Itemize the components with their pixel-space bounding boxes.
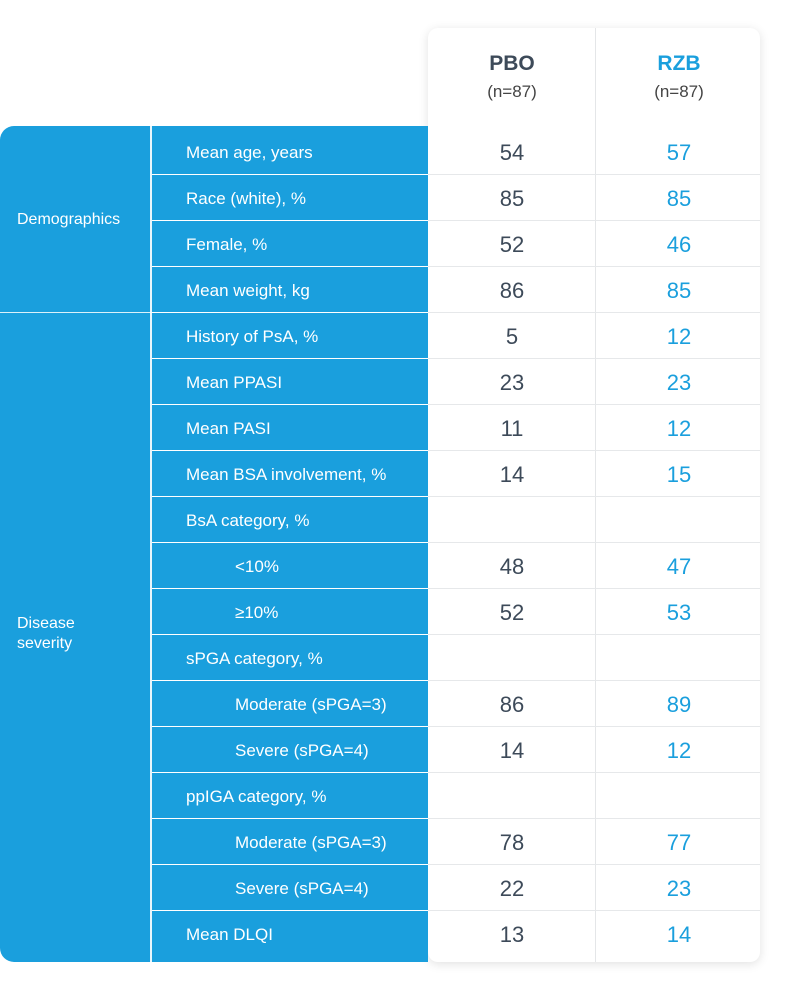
row-label: Moderate (sPGA=3) [235, 833, 387, 852]
pbo-value: 14 [499, 738, 525, 763]
pbo-value: 48 [499, 554, 525, 579]
row-divider [152, 312, 760, 313]
pbo-value: 14 [499, 462, 525, 487]
row-divider [152, 266, 760, 267]
row-label: Mean PASI [186, 419, 271, 438]
pbo-value: 86 [499, 692, 525, 717]
rzb-column-header: RZB (n=87) [596, 52, 762, 102]
row-divider-card-part [428, 266, 760, 267]
row-divider [152, 496, 760, 497]
pbo-value: 52 [499, 232, 525, 257]
row-divider-card-part [428, 818, 760, 819]
row-label: sPGA category, % [186, 649, 323, 668]
row-divider-card-part [428, 312, 760, 313]
row-divider [152, 726, 760, 727]
label-column-divider [150, 120, 152, 962]
group-label: Disease severity [17, 615, 75, 652]
row-divider [152, 450, 760, 451]
pbo-value: 23 [499, 370, 525, 395]
row-label: Mean PPASI [186, 373, 283, 392]
row-label: Severe (sPGA=4) [235, 879, 369, 898]
row-divider-card-part [428, 542, 760, 543]
row-label: Mean BSA involvement, % [186, 465, 387, 484]
pbo-header-n: (n=87) [487, 82, 537, 101]
row-divider-card-part [428, 634, 760, 635]
rzb-value: 85 [666, 278, 692, 303]
row-label: Mean age, years [186, 143, 313, 162]
pbo-value: 13 [499, 922, 525, 947]
rzb-value: 15 [666, 462, 692, 487]
pbo-value: 85 [499, 186, 525, 211]
row-divider-card-part [428, 588, 760, 589]
pbo-column-header: PBO (n=87) [429, 52, 595, 102]
rzb-value: 23 [666, 876, 692, 901]
row-label: BsA category, % [186, 511, 310, 530]
row-divider [152, 220, 760, 221]
row-divider [152, 542, 760, 543]
row-divider [152, 634, 760, 635]
row-divider [152, 680, 760, 681]
rzb-value: 23 [666, 370, 692, 395]
row-label: History of PsA, % [186, 327, 319, 346]
pbo-header-name: PBO [489, 52, 535, 75]
rzb-value: 53 [666, 600, 692, 625]
row-divider-card-part [428, 680, 760, 681]
row-divider [152, 818, 760, 819]
row-label: Severe (sPGA=4) [235, 741, 369, 760]
row-label: Mean weight, kg [186, 281, 310, 300]
pbo-value: 5 [505, 324, 519, 349]
row-divider-card-part [428, 450, 760, 451]
row-divider-card-part [428, 772, 760, 773]
column-separator [595, 28, 596, 962]
row-divider-card-part [428, 404, 760, 405]
row-divider [152, 772, 760, 773]
row-label: <10% [235, 557, 279, 576]
group-divider [0, 312, 428, 313]
rzb-value: 57 [666, 140, 692, 165]
rzb-value: 46 [666, 232, 692, 257]
pbo-value: 52 [499, 600, 525, 625]
rzb-value: 14 [666, 922, 692, 947]
values-card [428, 28, 760, 962]
row-divider [152, 174, 760, 175]
group-label: Demographics [17, 211, 121, 228]
rzb-value: 12 [666, 324, 692, 349]
row-divider-card-part [428, 220, 760, 221]
row-divider [152, 404, 760, 405]
rzb-value: 89 [666, 692, 692, 717]
row-divider [152, 588, 760, 589]
row-divider-card-part [428, 358, 760, 359]
row-divider-card-part [428, 174, 760, 175]
row-label: Mean DLQI [186, 925, 273, 944]
row-divider-card-part [428, 910, 760, 911]
row-divider-card-part [428, 864, 760, 865]
row-label: ppIGA category, % [186, 787, 327, 806]
row-label: Moderate (sPGA=3) [235, 695, 387, 714]
rzb-value: 12 [666, 416, 692, 441]
row-label: ≥10% [235, 603, 279, 622]
pbo-value: 78 [499, 830, 525, 855]
pbo-value: 54 [499, 140, 525, 165]
row-label: Race (white), % [186, 189, 306, 208]
pbo-value: 86 [499, 278, 525, 303]
row-divider [152, 910, 760, 911]
row-divider-card-part [428, 726, 760, 727]
row-label-panel [0, 126, 428, 962]
rzb-value: 47 [666, 554, 692, 579]
rzb-value: 12 [666, 738, 692, 763]
row-divider [152, 864, 760, 865]
rzb-value: 77 [666, 830, 692, 855]
pbo-value: 11 [500, 416, 524, 441]
rzb-header-name: RZB [657, 52, 701, 75]
row-divider-card-part [428, 496, 760, 497]
pbo-value: 22 [499, 876, 525, 901]
row-divider [152, 358, 760, 359]
row-label: Female, % [186, 235, 268, 254]
rzb-header-n: (n=87) [654, 82, 704, 101]
rzb-value: 85 [666, 186, 692, 211]
